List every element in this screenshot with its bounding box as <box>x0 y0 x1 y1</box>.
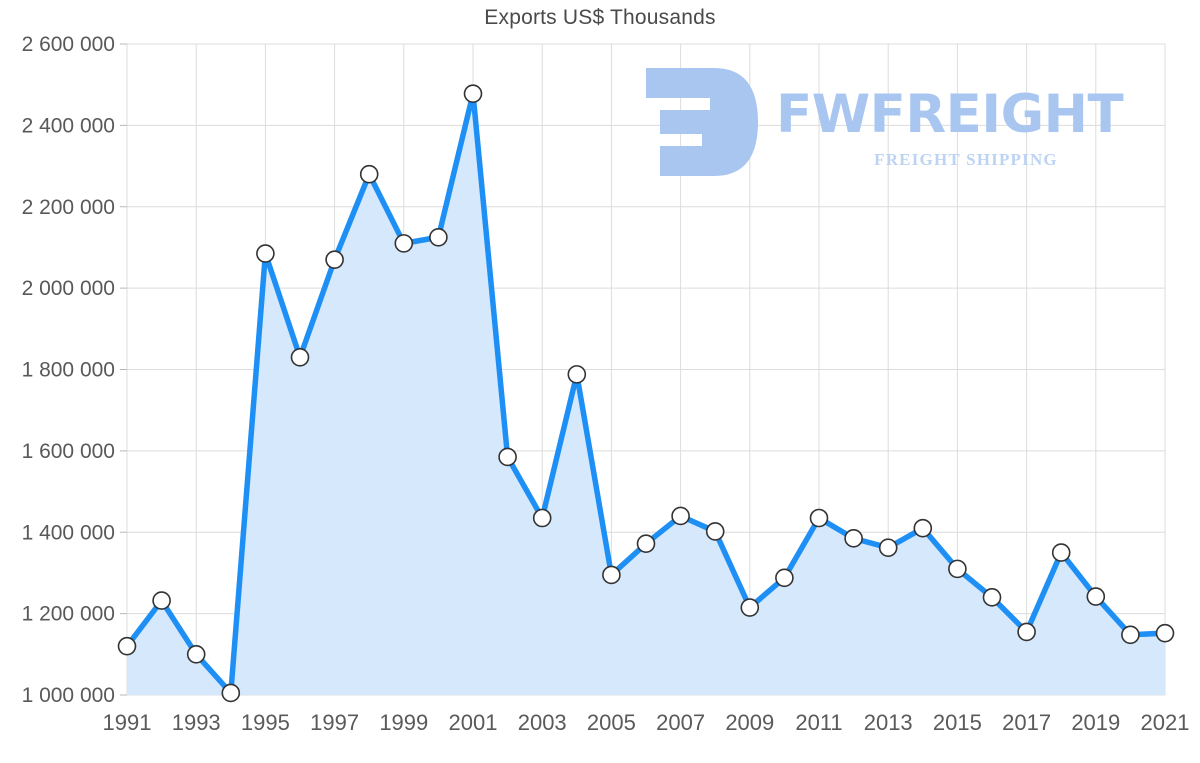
x-tick-label: 2001 <box>449 710 498 735</box>
x-tick-label: 2017 <box>1002 710 1051 735</box>
x-tick-label: 2003 <box>518 710 567 735</box>
y-tick-label: 1 800 000 <box>22 359 115 382</box>
y-tick-label: 1 400 000 <box>22 521 115 544</box>
y-tick-label: 1 000 000 <box>22 684 115 707</box>
x-tick-label: 2013 <box>864 710 913 735</box>
x-tick-label: 2005 <box>587 710 636 735</box>
data-point-markers <box>117 84 1175 703</box>
chart-title: Exports US$ Thousands <box>484 6 716 29</box>
x-tick-label: 1999 <box>379 710 428 735</box>
x-tick-label: 1997 <box>310 710 359 735</box>
y-axis-tick-labels: 1 000 000 1 200 000 1 400 000 1 600 000 1 80… <box>22 33 127 707</box>
x-tick-label: 2021 <box>1141 710 1190 735</box>
y-tick-label: 2 600 000 <box>22 33 115 56</box>
y-tick-label: 2 200 000 <box>22 196 115 219</box>
x-tick-label: 2015 <box>933 710 982 735</box>
x-tick-label: 1995 <box>241 710 290 735</box>
x-tick-label: 1991 <box>103 710 152 735</box>
area-fill <box>127 93 1165 695</box>
x-tick-label: 2011 <box>795 710 842 735</box>
y-tick-label: 1 200 000 <box>22 603 115 626</box>
x-axis-tick-labels: 1991 1993 1995 1997 1999 2001 2003 2005 2007 2009… <box>103 710 1190 735</box>
y-tick-label: 1 600 000 <box>22 440 115 463</box>
x-tick-label: 2007 <box>656 710 705 735</box>
x-tick-label: 1993 <box>172 710 221 735</box>
y-tick-label: 2 400 000 <box>22 114 115 137</box>
y-tick-label: 2 000 000 <box>22 277 115 300</box>
x-tick-label: 2009 <box>725 710 774 735</box>
x-tick-label: 2019 <box>1071 710 1120 735</box>
